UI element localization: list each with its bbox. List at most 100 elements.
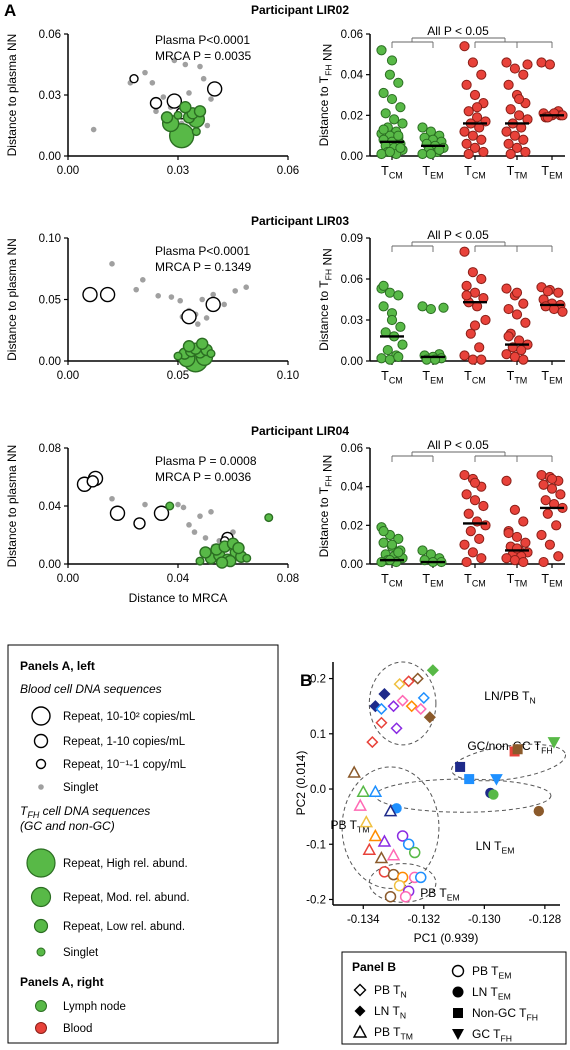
data-point [509,130,521,141]
data-point [503,138,514,149]
group-outline [368,661,437,746]
x-tick-label-part: T [422,572,430,586]
data-point [459,350,470,361]
scatter-lir04-left: 0.00 0.04 0.08 0.00 0.04 0.08 Distance to plas… [5,443,299,605]
y-tick-label: 0.1 [310,729,326,741]
data-point [465,328,476,339]
x-tick-label-part: T [464,164,472,178]
data-point-blood-singlet [195,321,201,327]
legend-marker-tfh-mod [30,886,52,908]
legend-b-label: PB TTM [374,1025,413,1041]
data-point [503,79,514,90]
data-point-blood-repeat-large [166,93,183,109]
data-point [518,556,529,568]
legend-a-tfh-heading: TFH cell DNA sequences [20,804,150,820]
group-label-sub: TM [357,824,369,834]
data-point [542,508,553,519]
y-axis-label-part: NN [320,455,334,476]
data-point [514,93,525,105]
data-point-blood-singlet [210,291,216,298]
data-point [465,526,476,537]
group-label: PB TTM [331,818,370,834]
x-tick-label-part: T [422,369,430,383]
data-point [536,57,547,68]
data-point [509,555,521,566]
legend-b-label-part: T [393,983,401,997]
x-tick-label: 0.10 [277,370,299,382]
data-point [476,553,487,564]
data-point-blood-singlet [175,501,181,508]
data-point [514,110,525,121]
data-point-diamond-open [414,702,427,716]
data-point [384,354,395,365]
legend-b-label-part: PB [374,983,393,997]
data-point [555,489,566,500]
data-point-blood-singlet [203,315,210,321]
data-point [378,537,389,548]
data-point-diamond-open [405,700,418,713]
data-point [378,280,389,291]
data-point-triangle-open [368,828,383,842]
data-point-tfh-singlet [206,349,216,359]
data-point [478,146,489,158]
x-tick-label-part: T [381,369,389,383]
legend-marker-blood-singlet [38,784,44,790]
group-label-part: T [494,839,502,853]
x-tick-label: TEM [541,572,562,589]
data-point-blood-singlet [186,90,192,96]
data-point-tfh-low [182,340,196,353]
data-point-blood-singlet [90,126,97,133]
legend-b-label-part: PB [472,964,491,978]
data-point-blood-singlet [171,57,178,64]
data-point [382,344,393,356]
x-tick-label: TCM [464,572,486,589]
data-point [469,89,481,101]
legend-b-label-part: T [392,1004,400,1018]
data-point [474,342,485,353]
x-tick-label: -0.132 [407,914,440,926]
data-point [461,556,472,568]
data-point-blood-repeat-large [181,309,197,325]
y-tick-label: 0.06 [341,443,363,455]
legend-label-blood-medium: Repeat, 1-10 copies/mL [63,736,186,748]
data-point-tfh-singlet [264,513,274,523]
legend-label-blood-small: Repeat, 10⁻¹-1 copy/mL [63,759,187,771]
y-tick-label: 0.06 [341,274,363,286]
data-point [395,142,406,153]
legend-b-label: PB TEM [472,964,511,980]
y-tick-label: -0.2 [306,894,326,906]
x-axis-label: PC1 (0.939) [414,931,479,945]
legend-marker-blood-large [31,706,51,726]
data-point-tfh-singlet [173,110,183,120]
data-point [380,108,391,119]
legend-b-label: LN TEM [472,985,511,1001]
data-point [476,69,487,80]
data-point [417,122,428,133]
data-point [501,283,512,294]
data-point-blood-singlet [243,284,249,291]
data-point-blood-repeat-large [82,286,98,303]
data-point [518,516,529,527]
data-point-blood-singlet [197,63,203,70]
x-tick-label-sub: CM [389,171,403,181]
data-point [417,545,428,556]
x-tick-label-sub: EM [430,171,444,181]
data-point [542,286,553,297]
data-point [467,57,478,68]
data-point [553,551,564,562]
x-tick-label: TCM [464,164,486,181]
data-point [395,102,406,113]
legend-label-blood: Blood [63,1023,92,1035]
data-point-blood-singlet [140,277,146,283]
x-tick-label-part: T [464,572,472,586]
data-point [378,526,389,537]
data-point-blood-singlet [149,80,156,86]
data-point-blood-singlet [168,294,175,300]
data-point [544,59,556,70]
x-tick-label-sub: EM [549,579,563,589]
p-value-annotation: All P < 0.05 [427,228,489,242]
x-tick-label: 0.08 [277,573,299,585]
x-tick-label-sub: CM [472,171,486,181]
x-tick-label-sub: TM [514,376,527,386]
legend-label-tfh-low: Repeat, Low rel. abund. [63,921,185,933]
